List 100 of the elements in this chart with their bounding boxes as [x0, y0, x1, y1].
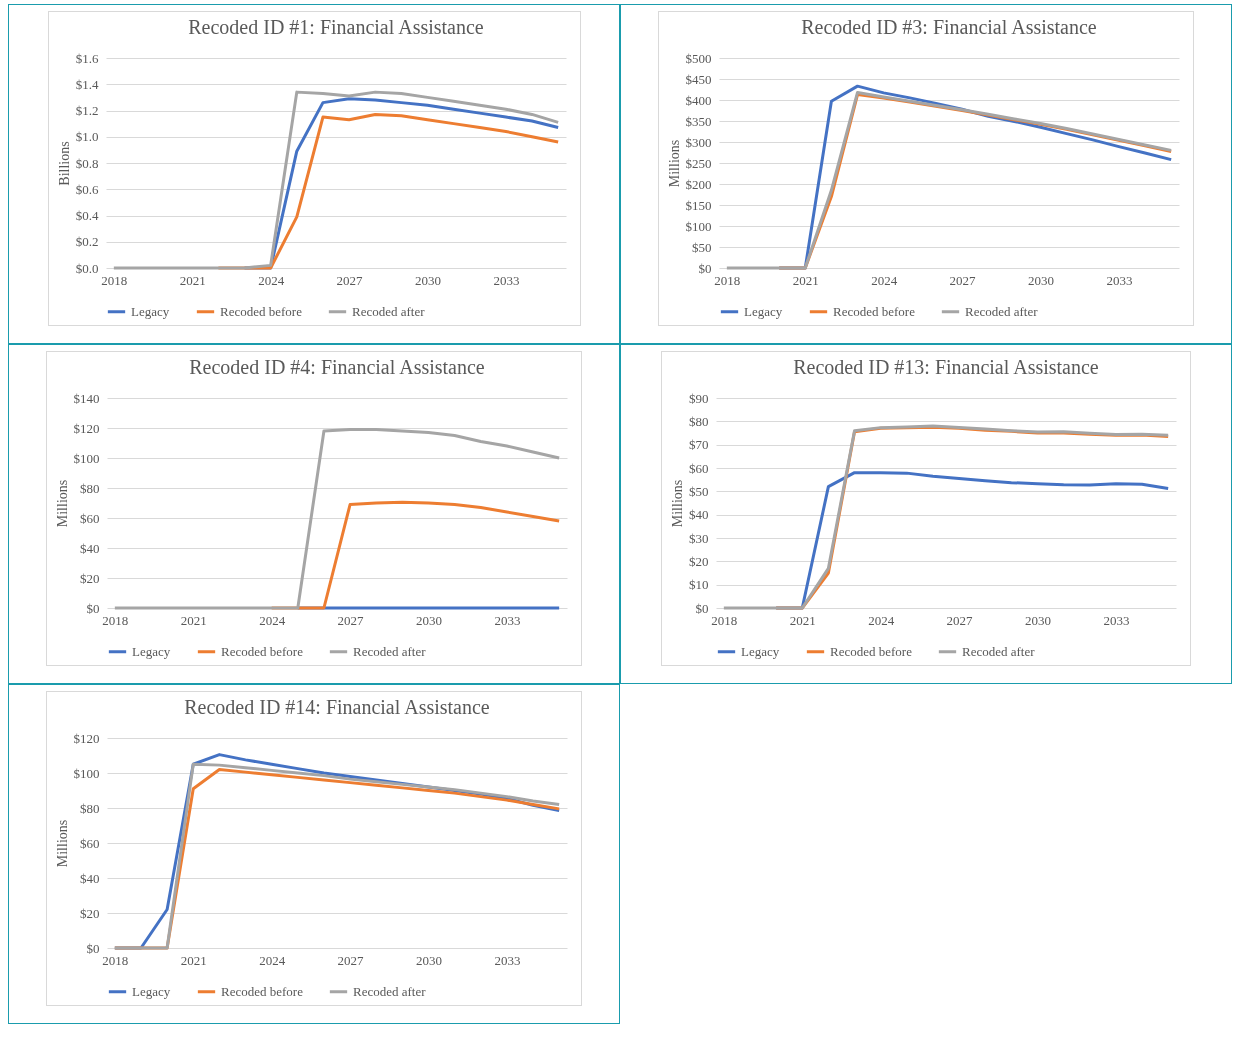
x-tick-label: 2018 [100, 272, 127, 288]
y-tick-label: $1.0 [75, 129, 98, 145]
y-tick-label: $100 [685, 218, 712, 234]
y-tick-label: $120 [73, 730, 100, 746]
y-tick-label: $50 [692, 239, 712, 255]
y-tick-label: $10 [689, 577, 709, 593]
legend-label: Recoded after [965, 303, 1039, 319]
x-tick-label: 2033 [494, 612, 521, 628]
line-series [113, 428, 561, 610]
legend-label: Recoded before [221, 643, 304, 659]
x-tick-label: 2018 [102, 612, 129, 628]
x-tick-label: 2018 [711, 612, 738, 628]
line-series [111, 90, 560, 270]
x-tick-label: 2024 [871, 272, 898, 288]
y-tick-label: $40 [689, 507, 709, 523]
x-tick-label: 2030 [415, 612, 442, 628]
x-tick-label: 2027 [949, 272, 977, 288]
y-tick-label: $30 [689, 530, 709, 546]
x-tick-label: 2033 [494, 952, 521, 968]
y-tick-label: $80 [80, 800, 100, 816]
y-tick-label: $450 [685, 71, 712, 87]
y-tick-label: $0 [86, 940, 100, 956]
x-tick-label: 2027 [337, 952, 365, 968]
y-tick-label: $100 [73, 450, 100, 466]
legend-label: Legacy [130, 303, 170, 319]
x-tick-label: 2027 [336, 272, 363, 288]
legend-label: Recoded before [221, 983, 304, 999]
y-tick-label: $60 [689, 460, 709, 476]
legend-label: Recoded before [833, 303, 916, 319]
x-tick-label: 2033 [1106, 272, 1133, 288]
y-tick-label: $70 [689, 437, 709, 453]
x-tick-label: 2021 [789, 612, 816, 628]
y-tick-label: $250 [685, 155, 712, 171]
legend-label: Legacy [741, 643, 780, 659]
y-tick-label: $0 [698, 260, 712, 276]
y-axis-title: Billions [56, 141, 72, 186]
x-tick-label: 2024 [259, 612, 286, 628]
y-tick-label: $150 [685, 197, 712, 213]
x-tick-label: 2030 [1024, 612, 1051, 628]
y-tick-label: $0 [695, 600, 709, 616]
chart-title: Recoded ID #13: Financial Assistance [793, 356, 1099, 378]
x-tick-label: 2024 [868, 612, 895, 628]
y-tick-label: $40 [80, 870, 100, 886]
y-tick-label: $1.6 [75, 50, 99, 66]
y-tick-label: $0.0 [75, 260, 98, 276]
x-tick-label: 2021 [180, 612, 207, 628]
y-tick-label: $0.8 [75, 155, 98, 171]
chart-title: Recoded ID #3: Financial Assistance [801, 16, 1097, 38]
x-tick-label: 2030 [415, 952, 442, 968]
y-tick-label: $300 [685, 134, 712, 150]
y-tick-label: $500 [685, 50, 712, 66]
y-tick-label: $120 [73, 420, 100, 436]
y-tick-label: $350 [685, 113, 712, 129]
x-tick-label: 2030 [414, 272, 441, 288]
x-tick-label: 2018 [714, 272, 741, 288]
y-tick-label: $20 [80, 905, 100, 921]
legend-label: Recoded after [353, 643, 427, 659]
legend-label: Legacy [132, 643, 171, 659]
legend-label: Recoded after [351, 303, 425, 319]
x-tick-label: 2024 [257, 272, 285, 288]
y-tick-label: $0.2 [75, 234, 98, 250]
y-tick-label: $90 [689, 390, 709, 406]
y-axis-title: Millions [666, 139, 682, 188]
chart-title: Recoded ID #1: Financial Assistance [187, 16, 484, 38]
x-tick-label: 2033 [492, 272, 519, 288]
y-tick-label: $1.4 [75, 76, 99, 92]
y-tick-label: $50 [689, 483, 709, 499]
y-tick-label: $140 [73, 390, 100, 406]
y-axis-title: Millions [54, 479, 70, 528]
y-tick-label: $200 [685, 176, 712, 192]
x-tick-label: 2021 [792, 272, 819, 288]
y-axis-title: Millions [670, 479, 685, 528]
y-tick-label: $1.2 [75, 103, 98, 118]
legend-label: Recoded before [219, 303, 302, 319]
y-tick-label: $0.4 [75, 208, 99, 223]
legend-label: Recoded after [962, 643, 1036, 659]
x-tick-label: 2024 [259, 952, 286, 968]
legend-label: Legacy [132, 983, 171, 999]
y-tick-label: $20 [80, 570, 100, 586]
x-tick-label: 2030 [1027, 272, 1054, 288]
y-tick-label: $60 [80, 835, 100, 851]
chart-title: Recoded ID #14: Financial Assistance [184, 696, 490, 718]
legend-label: Recoded before [830, 643, 913, 659]
x-tick-label: 2033 [1103, 612, 1130, 628]
y-tick-label: $80 [689, 413, 709, 429]
chart-title: Recoded ID #4: Financial Assistance [189, 356, 485, 378]
x-tick-label: 2018 [102, 952, 129, 968]
x-tick-label: 2021 [180, 952, 207, 968]
y-tick-label: $20 [689, 553, 709, 569]
y-tick-label: $0.6 [75, 181, 99, 197]
x-tick-label: 2027 [946, 612, 974, 628]
x-tick-label: 2027 [337, 612, 365, 628]
y-axis-title: Millions [54, 819, 70, 868]
y-tick-label: $400 [685, 92, 712, 108]
legend-label: Legacy [744, 303, 783, 319]
y-tick-label: $0 [86, 600, 100, 616]
x-tick-label: 2021 [179, 272, 206, 288]
y-tick-label: $40 [80, 540, 100, 556]
y-tick-label: $60 [80, 510, 100, 526]
y-tick-label: $80 [80, 480, 100, 496]
